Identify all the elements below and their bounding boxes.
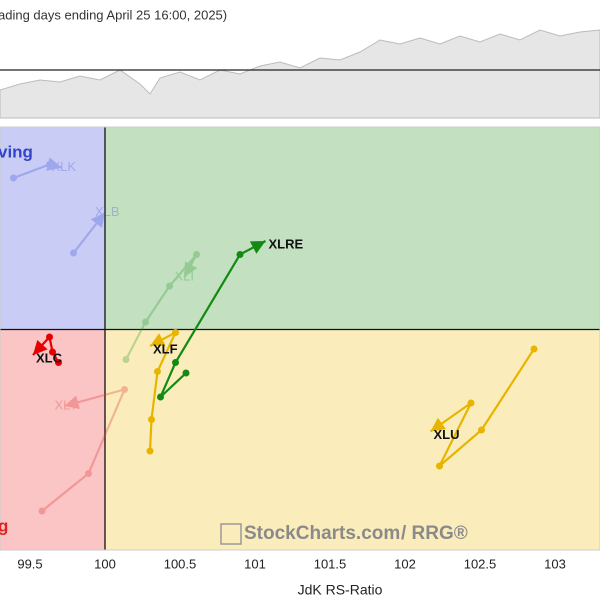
quadrant-weakening xyxy=(105,329,600,550)
trail-point xyxy=(172,329,179,336)
series-trail: XLI xyxy=(122,251,200,363)
trail-point xyxy=(172,359,179,366)
trail-point xyxy=(154,368,161,375)
head-arrow xyxy=(33,339,48,355)
series-trail xyxy=(32,333,62,366)
trail-line xyxy=(41,387,127,512)
trail-line xyxy=(125,253,198,361)
subtitle: ading days ending April 25 16:00, 2025) xyxy=(0,7,227,22)
trail-point xyxy=(157,393,164,401)
series-trail xyxy=(157,240,267,401)
head-arrow xyxy=(249,241,266,254)
head-arrow xyxy=(64,395,80,410)
trail-point xyxy=(146,447,154,455)
trail-point xyxy=(121,386,128,393)
trail-point xyxy=(55,359,62,366)
head-arrow xyxy=(90,212,105,228)
trail-line xyxy=(13,163,62,180)
trail-point xyxy=(148,416,155,423)
trail-point xyxy=(478,426,485,434)
series-label: XLRE xyxy=(269,236,304,251)
series-label: XLI xyxy=(175,268,195,283)
trail-point xyxy=(530,345,538,353)
head-arrow xyxy=(430,417,446,432)
x-tick-label: 102.5 xyxy=(464,556,497,571)
trail-point xyxy=(142,318,149,326)
trail-point xyxy=(46,161,53,168)
head-arrow xyxy=(46,157,62,171)
series-label: XLK xyxy=(52,159,77,174)
series-label: XLC xyxy=(36,350,63,365)
trail-point xyxy=(193,251,200,258)
trail-point xyxy=(85,470,92,477)
benchmark-area xyxy=(0,29,600,119)
head-arrow xyxy=(184,261,198,277)
series-trail: XLB xyxy=(70,204,120,257)
series-label: XLY xyxy=(55,397,79,412)
watermark-icon xyxy=(220,523,242,545)
quadrant-leading xyxy=(105,127,600,330)
trail-point xyxy=(236,251,244,258)
trail-point xyxy=(122,356,130,363)
trail-point xyxy=(182,369,190,377)
trail-point xyxy=(38,507,46,515)
series-label: XLU xyxy=(434,427,460,442)
watermark: / RRG® xyxy=(401,523,468,544)
x-tick-label: 103 xyxy=(544,556,566,571)
trail-line xyxy=(72,211,106,254)
series-trail: XLK xyxy=(10,157,77,182)
series-label: XLF xyxy=(153,341,178,356)
trail-point xyxy=(467,399,475,407)
trail-point xyxy=(10,174,17,182)
trail-point xyxy=(49,348,56,356)
x-tick-label: 100 xyxy=(94,556,116,571)
head-arrow xyxy=(150,333,166,346)
x-tick-label: 102 xyxy=(394,556,416,571)
x-tick-label: 100.5 xyxy=(164,556,197,571)
quadrant-improving xyxy=(0,127,105,330)
quadrant-label: ving xyxy=(0,142,33,161)
x-axis-title: JdK RS-Ratio xyxy=(298,582,383,598)
series-label: XLB xyxy=(95,204,120,219)
x-tick-label: 101 xyxy=(244,556,266,571)
plot-border xyxy=(0,126,600,551)
series-trail: XLY xyxy=(38,386,128,515)
quadrant-lagging xyxy=(0,329,105,550)
benchmark-thumbnail: ading days ending April 25 16:00, 2025) xyxy=(0,7,600,119)
trail-point xyxy=(166,282,173,290)
trail-point xyxy=(46,333,53,341)
x-tick-label: 99.5 xyxy=(17,556,42,571)
quadrant-label: g xyxy=(0,516,8,535)
series-trail xyxy=(146,329,179,455)
x-tick-label: 101.5 xyxy=(314,556,347,571)
trail-point xyxy=(70,249,77,257)
series-trail xyxy=(429,345,538,470)
watermark: StockCharts.com xyxy=(244,523,400,544)
trail-point xyxy=(436,462,443,470)
